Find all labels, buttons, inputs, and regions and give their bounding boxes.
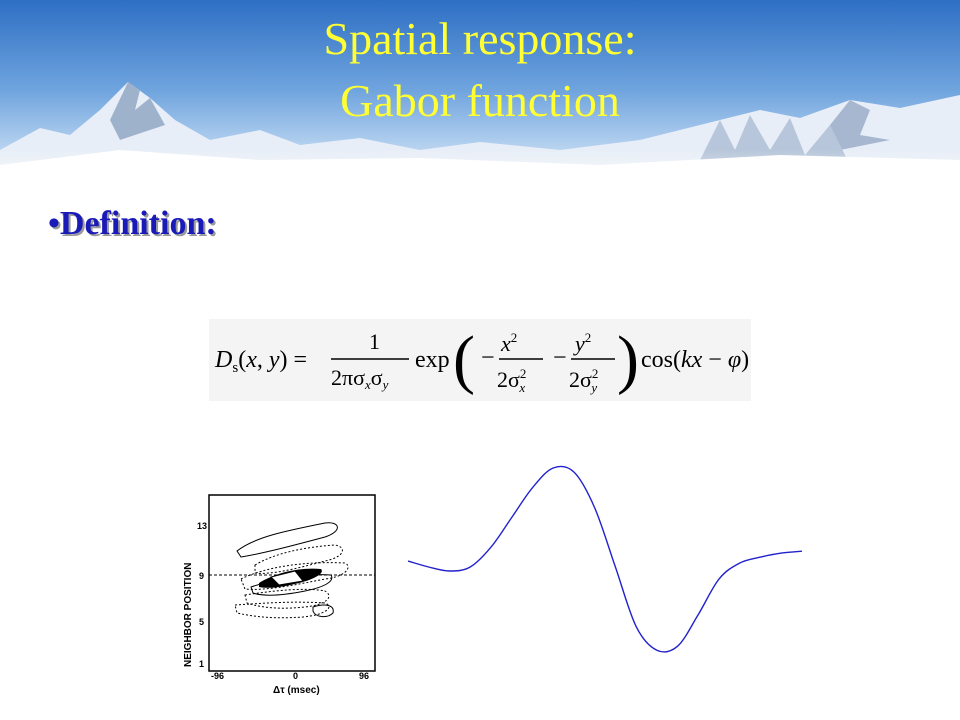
formula-lhs: Ds(x, y) =	[214, 347, 307, 376]
mountain-banner-image	[0, 0, 960, 200]
formula-exp: exp	[415, 347, 450, 373]
formula-cos: cos(kx − φ)	[641, 347, 749, 373]
ytick-9: 9	[199, 571, 204, 581]
xtick-0: 0	[293, 671, 298, 681]
formula-paren-open: (	[453, 323, 475, 396]
gabor-formula: Ds(x, y) = 1 2πσxσy exp ( − x2 2σ2 x − y2…	[209, 319, 751, 401]
header-banner	[0, 0, 960, 200]
xtick-minus96: -96	[211, 671, 224, 681]
gabor-curve-svg	[407, 465, 803, 653]
formula-paren-close: )	[617, 323, 639, 396]
formula-x-numerator: x2	[500, 330, 517, 356]
formula-image: Ds(x, y) = 1 2πσxσy exp ( − x2 2σ2 x − y2…	[214, 323, 749, 396]
bullet-marker: •	[48, 205, 60, 242]
ytick-1: 1	[199, 659, 204, 669]
receptive-field-plot: NEIGHBOR POSITION 13 9 5 1 -96 0 96 Δτ (…	[175, 487, 381, 697]
ytick-13: 13	[197, 521, 207, 531]
bullet-text: Definition:	[59, 205, 217, 242]
formula-denominator: 2πσxσy	[331, 365, 389, 392]
formula-x-denominator: 2σ2 x	[497, 366, 526, 395]
xlabel-text: Δτ (msec)	[273, 685, 320, 696]
gabor-profile-plot	[400, 460, 810, 680]
contour-plot: NEIGHBOR POSITION 13 9 5 1 -96 0 96 Δτ (…	[183, 494, 376, 696]
svg-text:−: −	[481, 345, 495, 371]
xtick-96: 96	[359, 671, 369, 681]
slide-title-line-1: Spatial response:	[323, 13, 637, 64]
svg-text:−: −	[553, 345, 567, 371]
bullet-definition: •Definition:	[48, 205, 217, 243]
ylabel-text: NEIGHBOR POSITION	[183, 563, 194, 667]
formula-numerator: 1	[369, 329, 380, 354]
gabor-curve-line	[407, 465, 803, 653]
slide-title-line-2: Gabor function	[340, 75, 620, 126]
ytick-5: 5	[199, 617, 204, 627]
formula-y-denominator: 2σ2 y	[569, 366, 598, 395]
formula-y-numerator: y2	[573, 330, 591, 356]
